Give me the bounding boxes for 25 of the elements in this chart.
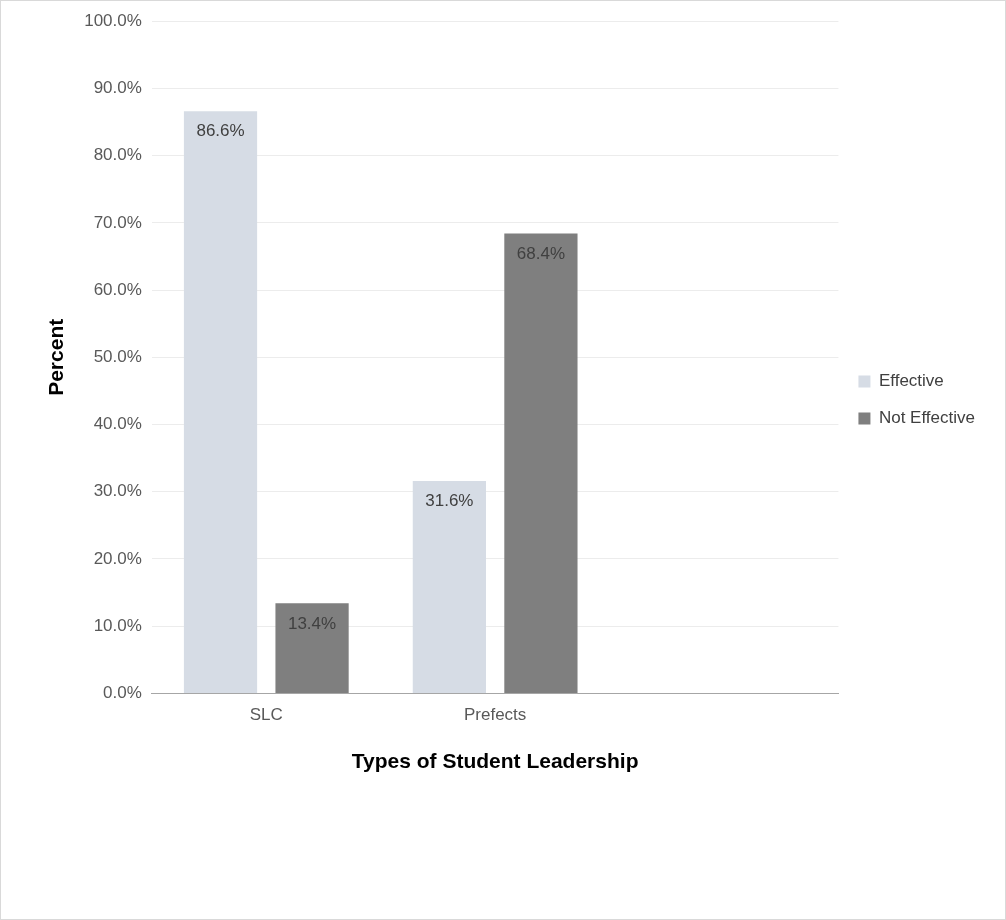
data-label: 86.6%: [196, 121, 245, 141]
y-tick-label: 60.0%: [93, 279, 142, 299]
y-tick-label: 100.0%: [84, 10, 142, 30]
y-axis-title: Percent: [44, 318, 68, 396]
y-tick-label: 70.0%: [93, 212, 142, 232]
legend-label: Not Effective: [878, 408, 976, 428]
x-tick-label: SLC: [249, 705, 283, 725]
y-tick-label: 0.0%: [103, 683, 142, 703]
x-tick-label: Prefects: [463, 705, 527, 725]
y-tick-label: 80.0%: [93, 145, 142, 165]
x-axis-title: Types of Student Leadership: [351, 749, 639, 773]
bar: [504, 233, 578, 693]
y-tick-label: 50.0%: [93, 346, 142, 366]
data-label: 13.4%: [287, 613, 337, 633]
y-tick-label: 10.0%: [93, 615, 142, 635]
y-tick-label: 30.0%: [93, 481, 142, 501]
bar: [412, 480, 486, 693]
bar: [183, 111, 258, 693]
y-tick-label: 90.0%: [93, 78, 142, 98]
bar: [275, 603, 349, 693]
data-label: 31.6%: [425, 491, 474, 511]
y-tick-label: 20.0%: [93, 548, 142, 568]
data-label: 68.4%: [516, 243, 566, 263]
legend-label: Effective: [878, 371, 944, 391]
y-tick-label: 40.0%: [93, 414, 142, 434]
